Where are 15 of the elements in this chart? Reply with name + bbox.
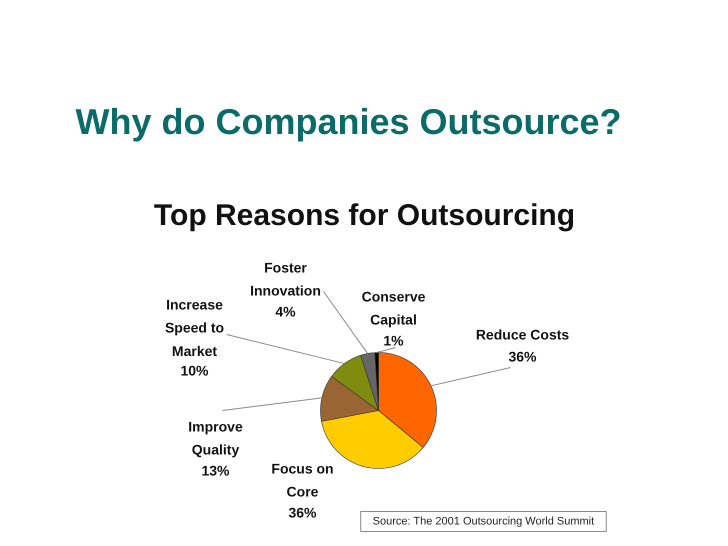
slice-label: Foster Innovation bbox=[250, 260, 321, 299]
slice-label: Conserve Capital bbox=[362, 288, 426, 328]
chart-subtitle: Top Reasons for Outsourcing bbox=[154, 199, 576, 232]
slice-label: Focus on Core bbox=[271, 460, 334, 500]
slice-label: Reduce Costs bbox=[476, 326, 570, 342]
source-note: Source: The 2001 Outsourcing World Summit bbox=[372, 516, 594, 528]
data-label: 4% bbox=[275, 304, 296, 320]
data-label: 13% bbox=[201, 462, 230, 478]
slice-label: Improve Quality bbox=[188, 418, 243, 458]
data-label: 36% bbox=[288, 504, 318, 520]
chart-title: Why do Companies Outsource? bbox=[76, 101, 622, 142]
slice-label: Increase Speed to Market bbox=[164, 296, 224, 359]
data-label: 1% bbox=[383, 332, 404, 348]
data-label: 36% bbox=[508, 348, 538, 364]
data-label: 10% bbox=[180, 362, 210, 378]
